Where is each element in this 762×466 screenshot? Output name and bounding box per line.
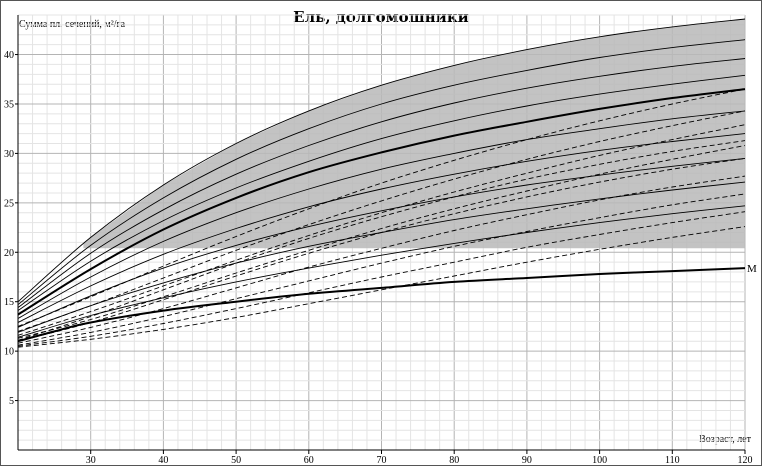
series-line-dashed_4 <box>17 193 746 346</box>
x-tick-label: 90 <box>522 455 532 466</box>
y-tick-label: 15 <box>4 297 14 308</box>
series-line-dashed_9 <box>17 124 746 336</box>
series-line-solid_2 <box>17 39 746 306</box>
series-line-dashed_10 <box>17 145 746 339</box>
series-line-dashed_6 <box>17 226 746 348</box>
x-tick-label: 80 <box>449 455 459 466</box>
x-tick-label: 120 <box>738 455 753 466</box>
x-tick-label: 40 <box>158 455 168 466</box>
series-line-dashed_1 <box>17 140 746 341</box>
series-line-solid_10 <box>17 205 746 338</box>
series-line-dashed_5 <box>17 211 746 347</box>
x-axis-label: Возраст, лет <box>699 434 752 445</box>
y-tick-label: 10 <box>4 347 14 358</box>
axis-layer <box>15 15 746 454</box>
series-line-solid_6 <box>17 110 746 319</box>
series-layer <box>17 18 746 348</box>
shaded-band <box>83 19 745 249</box>
y-tick-label: 40 <box>4 50 14 61</box>
series-line-solid_7 <box>17 133 746 323</box>
label-layer: 30 40 50 60 70 80 90 100 110 120 5 10 15 20 25 30 35 40 M <box>4 50 757 466</box>
x-tick-label: 100 <box>592 455 607 466</box>
y-tick-label: 20 <box>4 248 14 259</box>
series-line-solid_4 <box>17 74 746 311</box>
series-line-upper_envelope <box>17 18 746 303</box>
x-tick-label: 30 <box>86 455 96 466</box>
series-line-solid_main <box>17 88 746 316</box>
y-tick-label: 30 <box>4 149 14 160</box>
series-line-solid_8 <box>17 157 746 328</box>
x-tick-label: 60 <box>304 455 314 466</box>
x-tick-label: 70 <box>377 455 387 466</box>
y-tick-label: 5 <box>9 396 14 407</box>
x-tick-label: 110 <box>665 455 680 466</box>
x-tick-label: 50 <box>231 455 241 466</box>
y-tick-label: 35 <box>4 99 14 110</box>
series-line-dashed_2 <box>17 157 746 342</box>
series-line-solid_3 <box>17 58 746 308</box>
series-line-M <box>17 267 746 343</box>
series-line-dashed_8 <box>17 110 746 332</box>
series-end-label: M <box>747 263 757 275</box>
y-tick-label: 25 <box>4 198 14 209</box>
shaded-band-layer <box>83 19 745 249</box>
